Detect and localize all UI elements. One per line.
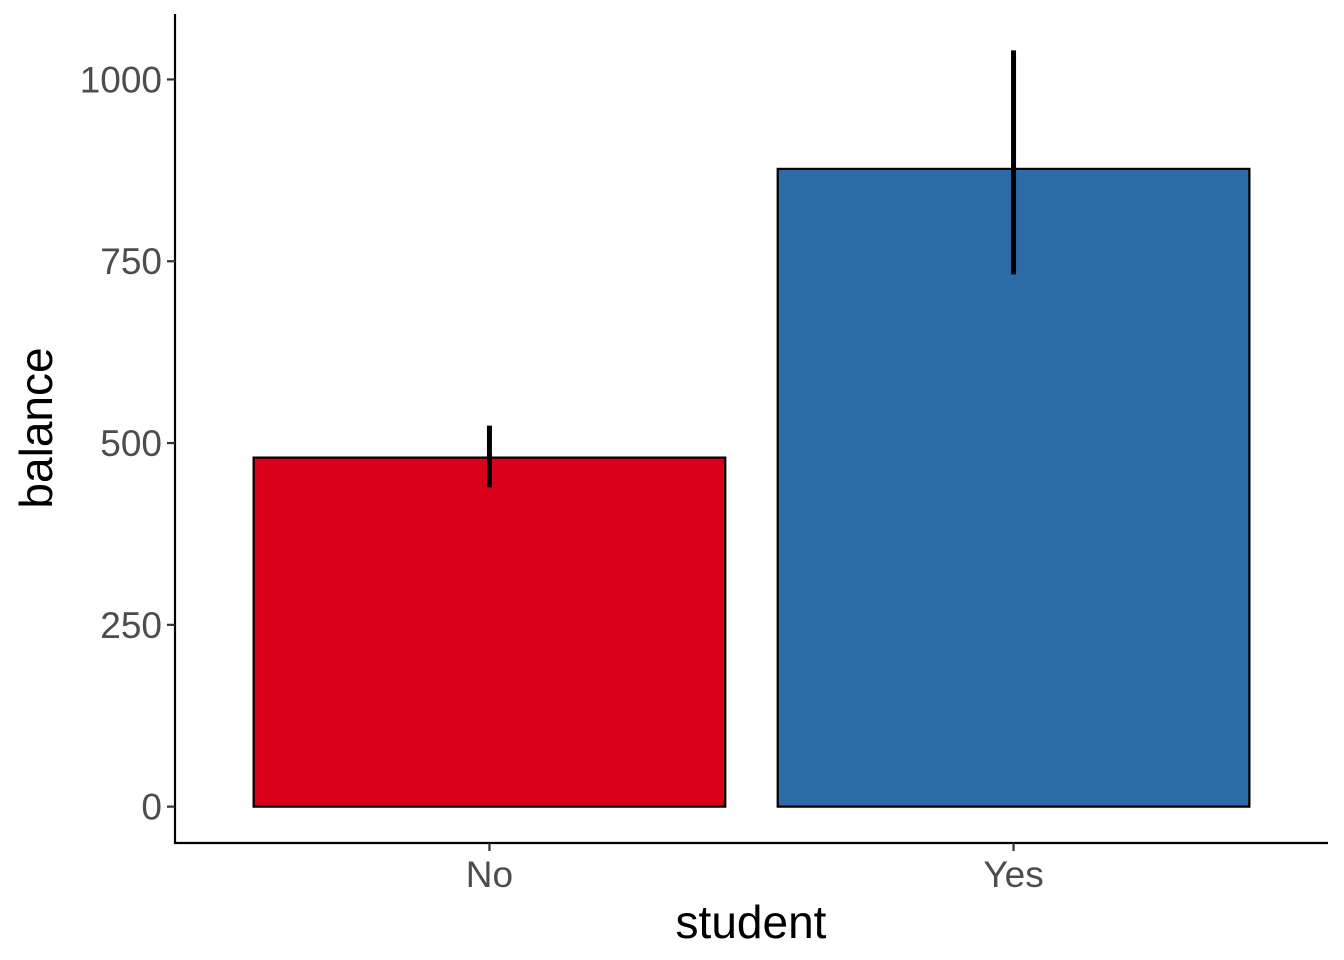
error-bars-layer: [486, 50, 1017, 488]
y-tick-label-500: 500: [100, 423, 162, 464]
y-tick-label-0: 0: [141, 787, 162, 828]
bars-layer: [252, 167, 1251, 808]
y-axis: 0 250 500 750 1000: [80, 14, 177, 843]
x-axis: No Yes: [174, 841, 1328, 895]
bar-no: [252, 456, 727, 808]
y-tick-label-1000: 1000: [80, 59, 162, 100]
x-axis-title: student: [676, 896, 827, 948]
bar-yes: [776, 167, 1251, 808]
x-tick-label-yes: Yes: [983, 854, 1043, 895]
y-axis-title: balance: [10, 347, 62, 508]
y-tick-label-250: 250: [100, 605, 162, 646]
y-tick-label-750: 750: [100, 241, 162, 282]
x-tick-label-no: No: [466, 854, 513, 895]
